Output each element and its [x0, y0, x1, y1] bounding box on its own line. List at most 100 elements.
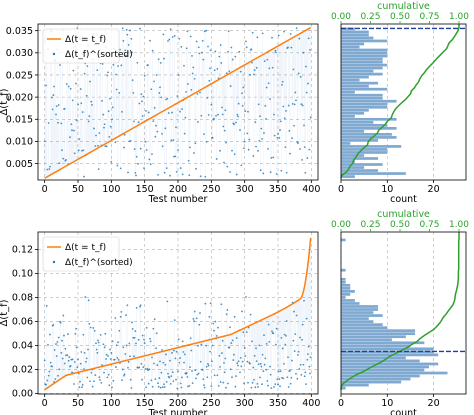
- top-left-point-213: [185, 47, 188, 50]
- bottom-left-point-6: [47, 374, 50, 377]
- bottom-left-point-69: [89, 326, 92, 329]
- bottom-right-bar-10: [341, 356, 406, 360]
- top-left-point-286: [234, 55, 237, 58]
- bottom-right-bar-11: [341, 353, 439, 357]
- bottom-left-point-263: [219, 366, 221, 368]
- bottom-right-x2tick-label-4: 1.00: [449, 220, 469, 230]
- top-left-point-23: [59, 64, 61, 66]
- bottom-left-point-50: [77, 358, 79, 361]
- bottom-left-point-161: [151, 356, 153, 359]
- top-right-bar-6: [341, 157, 379, 160]
- bottom-left-point-327: [261, 353, 264, 356]
- bottom-left-point-294: [239, 356, 242, 359]
- bottom-left-point-93: [105, 353, 108, 356]
- top-left-point-351: [277, 34, 280, 37]
- bottom-left-point-267: [221, 339, 224, 342]
- top-left-point-191: [171, 111, 173, 114]
- top-left-point-50: [77, 103, 79, 106]
- top-right-cumulative-line: [340, 24, 460, 179]
- bottom-left-point-362: [285, 335, 287, 337]
- top-right-bar-4: [341, 163, 383, 166]
- top-left-point-192: [171, 36, 174, 38]
- bottom-left-point-378: [295, 314, 298, 317]
- bottom-left-point-240: [203, 386, 206, 389]
- top-right-bar-10: [341, 145, 402, 148]
- top-left-xtick-label-0: 0: [42, 184, 48, 195]
- top-left-xtick-label-3: 150: [136, 184, 154, 195]
- bottom-right-bar-39: [341, 268, 346, 272]
- bottom-left-point-132: [131, 328, 134, 330]
- bottom-left-point-286: [234, 385, 237, 388]
- bottom-left-point-314: [253, 378, 255, 381]
- bottom-left-point-325: [260, 365, 263, 368]
- top-left-point-139: [136, 61, 139, 64]
- bottom-left-point-388: [302, 363, 305, 366]
- top-left-point-308: [249, 74, 251, 76]
- top-left-point-396: [307, 37, 310, 40]
- bottom-left-point-60: [83, 351, 86, 354]
- bottom-left-point-149: [143, 338, 145, 341]
- top-left-point-174: [159, 61, 162, 64]
- top-left-point-82: [98, 132, 101, 134]
- top-left-point-366: [287, 104, 290, 107]
- bottom-left-point-54: [79, 362, 82, 365]
- bottom-left-point-175: [160, 371, 163, 374]
- top-left-point-324: [259, 169, 262, 172]
- top-left-point-199: [176, 95, 179, 97]
- top-left-ytick-label-5: 0.030: [6, 48, 33, 59]
- top-left-point-263: [219, 149, 221, 152]
- bottom-right-bar-26: [341, 308, 379, 311]
- bottom-right-xtick-label-2: 20: [428, 398, 440, 409]
- bottom-left-point-398: [309, 372, 311, 375]
- top-left-point-360: [283, 117, 286, 120]
- top-left-point-152: [145, 109, 147, 112]
- bottom-left-point-221: [191, 370, 193, 372]
- top-left-point-394: [306, 157, 309, 159]
- bottom-left-point-55: [80, 351, 83, 353]
- bottom-left-point-299: [243, 382, 245, 385]
- bottom-left-point-222: [191, 382, 194, 385]
- bottom-left-point-201: [177, 338, 180, 341]
- top-left-point-279: [229, 85, 232, 87]
- bottom-left-point-335: [267, 384, 269, 387]
- top-left-point-369: [289, 33, 292, 35]
- bottom-left-point-347: [275, 343, 277, 346]
- top-left-point-280: [230, 46, 233, 49]
- bottom-left-point-392: [305, 383, 307, 386]
- top-left-point-356: [281, 84, 283, 86]
- bottom-right-bar-31: [341, 293, 351, 296]
- bottom-left-point-172: [158, 377, 161, 379]
- bottom-left-point-36: [67, 359, 70, 362]
- top-left-point-326: [261, 137, 263, 140]
- top-left-point-125: [127, 171, 129, 174]
- top-left-point-182: [165, 98, 167, 101]
- top-left-point-337: [268, 67, 271, 70]
- bottom-left-point-145: [140, 362, 143, 365]
- bottom-left-point-67: [88, 322, 91, 325]
- top-left-point-187: [168, 38, 171, 41]
- top-left-point-232: [198, 52, 201, 55]
- top-left-point-276: [227, 30, 230, 33]
- top-left-point-399: [309, 116, 312, 119]
- top-left-point-378: [295, 27, 298, 30]
- bottom-left-point-130: [130, 387, 133, 389]
- top-left-point-316: [254, 121, 257, 124]
- top-left-point-183: [165, 167, 168, 169]
- bottom-left-point-223: [192, 318, 195, 320]
- top-left-point-138: [135, 155, 138, 158]
- top-right-bar-2: [341, 169, 379, 172]
- bottom-left-point-160: [150, 379, 153, 382]
- bottom-left-point-228: [195, 317, 198, 320]
- bottom-left-point-153: [145, 326, 148, 329]
- top-left-xlabel: Test number: [148, 194, 208, 205]
- top-right-bar-49: [341, 27, 355, 31]
- top-left-point-200: [177, 149, 179, 151]
- bottom-left-point-81: [97, 341, 100, 344]
- bottom-left-point-274: [226, 309, 229, 311]
- top-left-point-215: [187, 83, 189, 85]
- top-left-point-338: [269, 98, 271, 100]
- top-left-curve-line: [44, 26, 312, 179]
- bottom-left-point-159: [149, 340, 152, 343]
- bottom-left-xtick-label-8: 400: [302, 398, 320, 409]
- bottom-left-point-64: [86, 376, 89, 379]
